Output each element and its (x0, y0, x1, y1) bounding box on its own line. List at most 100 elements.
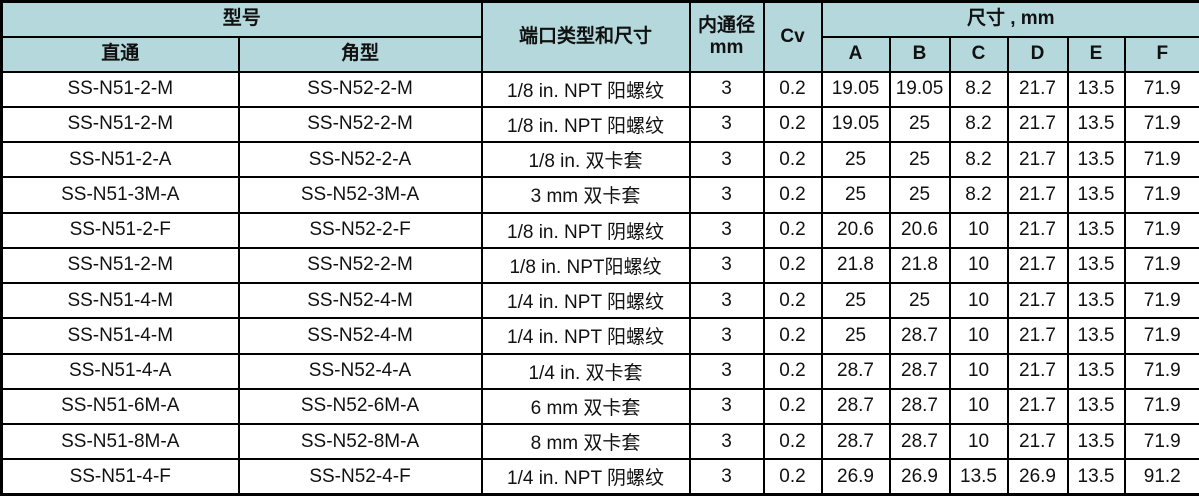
cell-d: 21.7 (1006, 211, 1069, 249)
cell-d: 21.7 (1006, 176, 1069, 214)
cell-f: 71.9 (1123, 176, 1199, 214)
header-dims-group: 尺寸 , mm (820, 0, 1199, 38)
cell-d: 21.7 (1006, 70, 1069, 108)
cell-d: 21.7 (1006, 422, 1069, 461)
cell-a: 19.05 (820, 105, 891, 144)
cell-straight: SS-N51-2-M (0, 70, 240, 108)
cell-straight: SS-N51-4-M (0, 281, 240, 320)
cell-f: 71.9 (1123, 387, 1199, 426)
cell-b: 26.9 (888, 458, 951, 496)
table-row: SS-N51-2-M SS-N52-2-M 1/8 in. NPT 阳螺纹 3 0.2 1… (0, 105, 1199, 144)
cell-b: 25 (888, 281, 951, 320)
cell-straight: SS-N51-2-M (0, 105, 240, 144)
cell-c: 10 (948, 211, 1009, 249)
table-row: SS-N51-6M-A SS-N52-6M-A 6 mm 双卡套 3 0.2 28.7 28… (0, 387, 1199, 426)
cell-d: 21.7 (1006, 281, 1069, 320)
cell-b: 19.05 (888, 70, 951, 108)
cell-cv: 0.2 (762, 140, 823, 179)
cell-a: 25 (820, 176, 891, 214)
cell-bore: 3 (688, 176, 765, 214)
cell-cv: 0.2 (762, 422, 823, 461)
cell-cv: 0.2 (762, 211, 823, 249)
cell-c: 10 (948, 317, 1009, 355)
cell-e: 13.5 (1066, 105, 1126, 144)
cell-e: 13.5 (1066, 211, 1126, 249)
table-row: SS-N51-4-M SS-N52-4-M 1/4 in. NPT 阳螺纹 3 0.2 2… (0, 317, 1199, 355)
cell-c: 13.5 (948, 458, 1009, 496)
cell-cv: 0.2 (762, 70, 823, 108)
header-row-subcolumns: 直通 角型 A B C D E F (0, 35, 1199, 73)
header-dim-b: B (888, 35, 951, 73)
cell-e: 13.5 (1066, 176, 1126, 214)
cell-angle: SS-N52-2-F (237, 211, 483, 249)
cell-angle: SS-N52-2-A (237, 140, 483, 179)
cell-port: 1/8 in. NPT 阳螺纹 (480, 105, 691, 144)
cell-d: 21.7 (1006, 246, 1069, 285)
cell-e: 13.5 (1066, 458, 1126, 496)
header-port-type: 端口类型和尺寸 (480, 0, 691, 73)
cell-bore: 3 (688, 105, 765, 144)
cell-e: 13.5 (1066, 140, 1126, 179)
cell-b: 25 (888, 140, 951, 179)
header-model-group: 型号 (0, 0, 483, 38)
cell-f: 71.9 (1123, 140, 1199, 179)
cell-b: 28.7 (888, 317, 951, 355)
cell-port: 3 mm 双卡套 (480, 176, 691, 214)
header-row-groups: 型号 端口类型和尺寸 内通径 mm Cv 尺寸 , mm (0, 0, 1199, 73)
cell-port: 1/4 in. 双卡套 (480, 352, 691, 390)
header-dim-e: E (1066, 35, 1126, 73)
cell-angle: SS-N52-2-M (237, 70, 483, 108)
cell-straight: SS-N51-2-M (0, 246, 240, 285)
cell-a: 26.9 (820, 458, 891, 496)
cell-d: 26.9 (1006, 458, 1069, 496)
cell-angle: SS-N52-4-A (237, 352, 483, 390)
cell-f: 71.9 (1123, 422, 1199, 461)
cell-straight: SS-N51-2-F (0, 211, 240, 249)
table-row: SS-N51-8M-A SS-N52-8M-A 8 mm 双卡套 3 0.2 28.7 28… (0, 422, 1199, 461)
cell-straight: SS-N51-8M-A (0, 422, 240, 461)
cell-cv: 0.2 (762, 246, 823, 285)
cell-port: 1/8 in. NPT 阳螺纹 (480, 70, 691, 108)
cell-a: 28.7 (820, 387, 891, 426)
cell-b: 20.6 (888, 211, 951, 249)
cell-port: 8 mm 双卡套 (480, 422, 691, 461)
cell-d: 21.7 (1006, 105, 1069, 144)
cell-b: 25 (888, 105, 951, 144)
cell-e: 13.5 (1066, 387, 1126, 426)
cell-c: 10 (948, 281, 1009, 320)
cell-a: 19.05 (820, 70, 891, 108)
cell-bore: 3 (688, 246, 765, 285)
cell-port: 1/8 in. 双卡套 (480, 140, 691, 179)
cell-bore: 3 (688, 140, 765, 179)
table-row: SS-N51-2-M SS-N52-2-M 1/8 in. NPT 阳螺纹 3 0.2 1… (0, 70, 1199, 108)
cell-angle: SS-N52-4-M (237, 281, 483, 320)
cell-angle: SS-N52-6M-A (237, 387, 483, 426)
cell-angle: SS-N52-4-F (237, 458, 483, 496)
cell-e: 13.5 (1066, 246, 1126, 285)
cell-d: 21.7 (1006, 352, 1069, 390)
cell-f: 71.9 (1123, 70, 1199, 108)
cell-cv: 0.2 (762, 281, 823, 320)
cell-bore: 3 (688, 281, 765, 320)
cell-e: 13.5 (1066, 352, 1126, 390)
header-cv: Cv (762, 0, 823, 73)
table-row: SS-N51-2-F SS-N52-2-F 1/8 in. NPT 阴螺纹 3 0.2 2… (0, 211, 1199, 249)
cell-straight: SS-N51-4-A (0, 352, 240, 390)
cell-e: 13.5 (1066, 281, 1126, 320)
cell-bore: 3 (688, 211, 765, 249)
cell-cv: 0.2 (762, 317, 823, 355)
cell-bore: 3 (688, 352, 765, 390)
table-row: SS-N51-4-M SS-N52-4-M 1/4 in. NPT 阳螺纹 3 0.2 2… (0, 281, 1199, 320)
cell-a: 25 (820, 140, 891, 179)
cell-straight: SS-N51-4-M (0, 317, 240, 355)
cell-straight: SS-N51-6M-A (0, 387, 240, 426)
table-row: SS-N51-2-M SS-N52-2-M 1/8 in. NPT阳螺纹 3 0.2 21… (0, 246, 1199, 285)
table-row: SS-N51-3M-A SS-N52-3M-A 3 mm 双卡套 3 0.2 25 25 8.… (0, 176, 1199, 214)
cell-a: 25 (820, 317, 891, 355)
cell-c: 8.2 (948, 70, 1009, 108)
cell-c: 10 (948, 387, 1009, 426)
cell-port: 1/4 in. NPT 阴螺纹 (480, 458, 691, 496)
cell-b: 25 (888, 176, 951, 214)
header-angle: 角型 (237, 35, 483, 73)
cell-port: 1/8 in. NPT阳螺纹 (480, 246, 691, 285)
